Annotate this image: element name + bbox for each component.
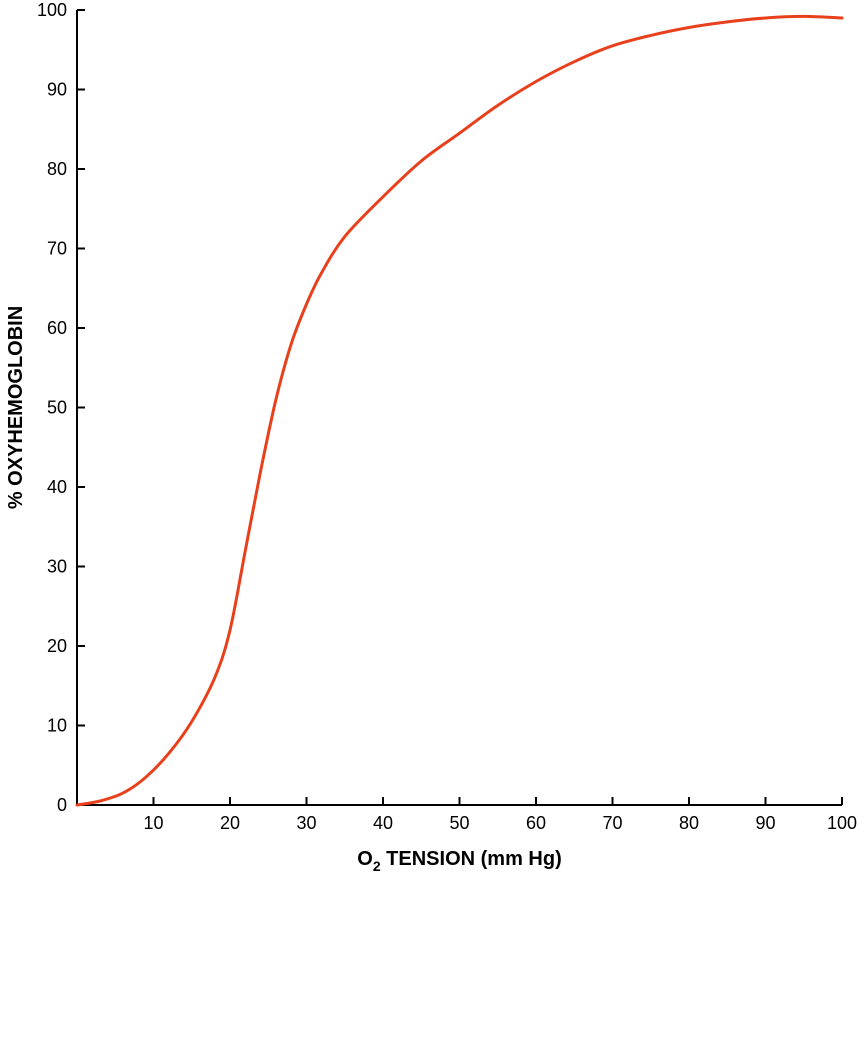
x-tick-label: 60 bbox=[526, 813, 546, 833]
y-tick-label: 100 bbox=[37, 0, 67, 20]
x-tick-label: 10 bbox=[143, 813, 163, 833]
series-layer bbox=[75, 14, 844, 807]
y-tick-label: 10 bbox=[47, 716, 67, 736]
x-axis-title-subscript: 2 bbox=[373, 858, 381, 874]
x-tick-label: 80 bbox=[679, 813, 699, 833]
x-tick-label: 70 bbox=[602, 813, 622, 833]
x-axis-title-prefix: O bbox=[357, 848, 373, 870]
x-tick-label: 40 bbox=[373, 813, 393, 833]
y-tick-label: 90 bbox=[47, 80, 67, 100]
y-tick-label: 50 bbox=[47, 398, 67, 418]
x-axis-title-suffix: TENSION (mm Hg) bbox=[381, 848, 562, 870]
y-tick-label: 20 bbox=[47, 636, 67, 656]
y-tick-label: 80 bbox=[47, 159, 67, 179]
axes bbox=[76, 10, 842, 806]
y-tick-label: 40 bbox=[47, 477, 67, 497]
x-ticks: 10 20 30 40 50 60 70 80 90 100 bbox=[143, 797, 857, 833]
y-tick-label: 0 bbox=[57, 795, 67, 815]
x-tick-label: 50 bbox=[449, 813, 469, 833]
x-tick-label: 30 bbox=[296, 813, 316, 833]
series-line bbox=[75, 14, 844, 807]
y-tick-label: 30 bbox=[47, 557, 67, 577]
x-axis-title: O2 TENSION (mm Hg) bbox=[357, 848, 561, 874]
x-tick-label: 100 bbox=[827, 813, 857, 833]
x-tick-label: 20 bbox=[220, 813, 240, 833]
x-tick-label: 90 bbox=[755, 813, 775, 833]
y-tick-label: 60 bbox=[47, 318, 67, 338]
y-axis-title: % OXYHEMOGLOBIN bbox=[5, 306, 27, 509]
y-tick-label: 70 bbox=[47, 239, 67, 259]
